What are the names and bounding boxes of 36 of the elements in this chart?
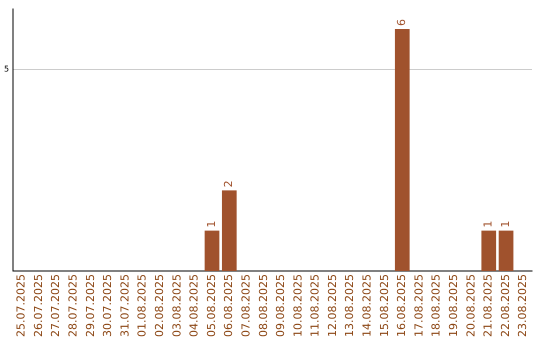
data-label: 1 [482, 220, 495, 228]
x-tick-label: 30.07.2025 [101, 274, 114, 338]
x-tick-label: 06.08.2025 [222, 274, 236, 338]
x-tick-label: 01.08.2025 [136, 274, 149, 338]
x-tick-label: 29.07.2025 [84, 274, 97, 338]
x-tick-label: 31.07.2025 [118, 274, 132, 338]
x-tick-label: 16.08.2025 [395, 274, 408, 338]
x-tick-label: 28.07.2025 [66, 274, 80, 338]
x-tick-label: 19.08.2025 [447, 274, 460, 338]
x-tick-label: 09.08.2025 [274, 274, 288, 338]
x-tick-label: 26.07.2025 [32, 274, 45, 338]
x-tick-label: 12.08.2025 [326, 274, 339, 338]
x-tick-label: 14.08.2025 [360, 274, 374, 338]
x-tick-label: 13.08.2025 [343, 274, 356, 338]
x-tick-label: 20.08.2025 [464, 274, 478, 338]
x-tick-label: 22.08.2025 [498, 274, 512, 338]
x-tick-label: 11.08.2025 [308, 274, 322, 338]
x-tick-label: 18.08.2025 [430, 274, 443, 338]
data-label: 6 [395, 18, 408, 26]
x-tick-label: 02.08.2025 [152, 274, 166, 338]
x-tick-label: 15.08.2025 [378, 274, 391, 338]
data-label: 1 [498, 220, 512, 228]
x-tick-label: 21.08.2025 [482, 274, 495, 338]
x-tick-label: 08.08.2025 [256, 274, 270, 338]
x-tick-label: 03.08.2025 [170, 274, 184, 338]
x-tick-label: 10.08.2025 [291, 274, 304, 338]
x-tick-label: 17.08.2025 [412, 274, 426, 338]
x-tick-label: 27.07.2025 [49, 274, 62, 338]
data-label: 2 [222, 180, 236, 188]
y-tick-label: 5 [4, 64, 10, 74]
x-tick-label: 25.07.2025 [14, 274, 28, 338]
x-tick-label: 23.08.2025 [516, 274, 530, 338]
x-tick-label: 07.08.2025 [239, 274, 252, 338]
x-tick-label: 05.08.2025 [204, 274, 218, 338]
data-label: 1 [204, 220, 218, 228]
x-tick-label: 04.08.2025 [188, 274, 201, 338]
